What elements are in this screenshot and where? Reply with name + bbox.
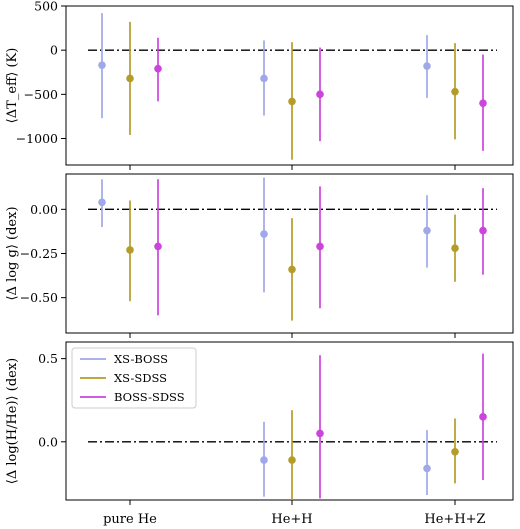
y-tick-label: 0.5: [38, 351, 58, 366]
data-point-boss-sdss: [316, 90, 324, 99]
y-axis-label: ⟨Δ log g⟩ (dex): [5, 206, 20, 300]
data-point-boss-sdss: [479, 99, 487, 107]
panel-teff: 500 0 −500 −1000 ⟨ΔT_eff⟩ (K): [5, 0, 514, 170]
legend-box: [71, 347, 197, 409]
y-tick-label: −0.25: [20, 246, 58, 261]
panel-logg: 0.00 −0.25 −0.50⟨Δ log g⟩ (dex): [5, 173, 514, 338]
panel-frame: [65, 341, 514, 501]
legend-label: XS-BOSS: [114, 352, 168, 366]
panel-frame: [65, 173, 514, 334]
data-point-xs-boss: [260, 74, 268, 83]
data-point-xs-sdss: [126, 246, 134, 254]
data-point-boss-sdss: [154, 64, 162, 73]
y-tick-label: −500: [24, 87, 58, 102]
data-point-xs-boss: [98, 198, 106, 207]
legend-label: BOSS-SDSS: [114, 390, 185, 404]
data-point-xs-sdss: [451, 244, 459, 252]
data-point-xs-sdss: [288, 97, 296, 106]
data-point-boss-sdss: [479, 413, 487, 421]
data-point-xs-boss: [423, 62, 431, 70]
data-point-boss-sdss: [154, 242, 162, 251]
y-tick-label: −1000: [16, 131, 58, 146]
data-point-xs-boss: [260, 230, 268, 238]
data-point-xs-boss: [98, 61, 106, 69]
legend-label: XS-SDSS: [114, 371, 167, 385]
panel-hhe: 0.5 0.0 ⟨Δ log(H/He)⟩ (dex): [5, 341, 514, 505]
x-category-label: He+H: [271, 512, 312, 527]
data-point-xs-sdss: [126, 74, 134, 83]
data-point-xs-sdss: [288, 265, 296, 274]
data-point-xs-sdss: [288, 456, 296, 464]
legend: XS-BOSS XS-SDSS BOSS-SDSS: [71, 347, 197, 409]
y-tick-label: 500: [34, 0, 58, 14]
data-point-xs-sdss: [451, 447, 459, 456]
data-point-boss-sdss: [316, 429, 324, 438]
y-tick-label: 0: [50, 43, 58, 58]
data-point-xs-boss: [423, 464, 431, 473]
y-axis-label: ⟨Δ log(H/He)⟩ (dex): [5, 358, 20, 484]
data-point-boss-sdss: [316, 242, 324, 251]
panel-frame: [65, 5, 514, 166]
data-point-xs-boss: [260, 456, 268, 464]
x-category-label: pure He: [103, 512, 157, 527]
data-point-xs-boss: [423, 226, 431, 235]
y-tick-label: 0.00: [30, 202, 58, 217]
data-point-xs-sdss: [451, 87, 459, 96]
data-point-boss-sdss: [479, 226, 487, 235]
y-tick-label: 0.0: [38, 434, 58, 449]
y-tick-label: −0.50: [20, 290, 58, 305]
x-category-label: He+H+Z: [424, 512, 485, 527]
y-axis-label: ⟨ΔT_eff⟩ (K): [5, 48, 20, 124]
